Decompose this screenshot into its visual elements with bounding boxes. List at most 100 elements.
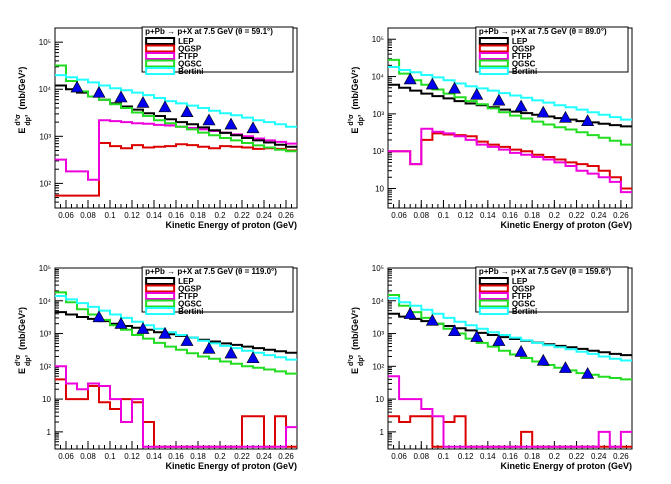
data-point <box>514 99 528 112</box>
legend-label-qgsc: QGSC <box>512 300 536 309</box>
y-tick-label: 10² <box>372 362 384 371</box>
x-tick-label: 0.14 <box>146 452 162 461</box>
y-axis-title-unit: (mb/GeV²) <box>17 67 27 110</box>
data-point <box>558 110 572 123</box>
x-tick-label: 0.24 <box>591 452 607 461</box>
x-tick-label: 0.14 <box>480 211 496 220</box>
legend-swatch-ftfp <box>145 52 176 60</box>
y-tick-label: 10⁵ <box>39 264 51 273</box>
x-axis-title: Kinetic Energy of proton (GeV) <box>500 220 632 230</box>
legend-label-bertini: Bertini <box>512 307 537 316</box>
y-tick-label: 10 <box>42 395 51 404</box>
data-point <box>136 95 150 108</box>
x-tick-label: 0.22 <box>569 452 585 461</box>
legend-label-bertini: Bertini <box>512 67 537 76</box>
data-point <box>224 346 238 359</box>
data-point <box>136 322 150 334</box>
legend-swatch-bertini <box>145 307 176 315</box>
x-axis-title: Kinetic Energy of proton (GeV) <box>165 461 297 471</box>
histogram-qgsp <box>55 142 297 197</box>
legend-title: p+Pb → p+X at 7.5 GeV (θ = 159.6°) <box>479 267 612 276</box>
data-point <box>403 72 417 85</box>
data-point <box>180 334 194 346</box>
y-tick-label: 10³ <box>39 330 51 339</box>
data-point <box>158 100 172 113</box>
legend: p+Pb → p+X at 7.5 GeV (θ = 59.1°)LEPQGSP… <box>141 26 294 76</box>
data-point <box>536 353 550 366</box>
legend-swatch-qgsc <box>145 59 176 68</box>
panel-1: 10² 10³ 10⁴ 10⁵ 0.06 0.08 0.1 0.12 0.14 0.16 0.18 0… <box>15 26 298 230</box>
data-point <box>114 317 128 329</box>
y-axis-title-e: E <box>17 128 27 134</box>
legend-swatch-lep <box>145 277 176 285</box>
panel-2: 10 10² 10³ 10⁴ 10⁵ 0.06 0.08 0.1 0.12 0.14 0.16 0.1… <box>348 26 633 230</box>
y-tick-label: 1 <box>380 428 385 437</box>
legend-swatch-bertini <box>145 67 176 75</box>
legend-swatch-ftfp <box>478 292 509 300</box>
y-tick-label: 10² <box>372 147 384 156</box>
y-axis-title-den: dp³ <box>25 354 32 366</box>
data-point <box>492 93 506 106</box>
legend-swatch-qgsp <box>145 284 176 293</box>
legend-label-ftfp: FTFP <box>512 52 533 61</box>
x-tick-label: 0.22 <box>234 452 250 461</box>
legend-label-lep: LEP <box>178 37 194 46</box>
legend-swatch-bertini <box>478 67 509 75</box>
legend-label-qgsp: QGSP <box>512 45 536 54</box>
y-tick-label: 10⁴ <box>39 297 52 306</box>
x-tick-label: 0.1 <box>104 211 116 220</box>
histogram-bertini <box>388 66 632 121</box>
panel-4: 1 10 10² 10³ 10⁴ 10⁵ 0.06 0.08 0.1 0.12 0.14 0.16 0.… <box>348 264 633 471</box>
legend-swatch-qgsc <box>478 299 509 308</box>
x-tick-label: 0.06 <box>391 211 407 220</box>
legend-label-ftfp: FTFP <box>512 292 533 301</box>
x-tick-label: 0.24 <box>591 211 607 220</box>
legend-label-qgsp: QGSP <box>178 285 202 294</box>
data-point <box>470 330 484 342</box>
data-point <box>246 121 260 134</box>
x-tick-label: 0.16 <box>168 452 184 461</box>
data-point <box>425 313 439 326</box>
legend: p+Pb → p+X at 7.5 GeV (θ = 159.6°)LEPQGS… <box>475 266 629 316</box>
legend-title: p+Pb → p+X at 7.5 GeV (θ = 119.0°) <box>145 267 277 276</box>
x-tick-label: 0.16 <box>502 452 518 461</box>
data-point <box>448 81 462 94</box>
x-tick-label: 0.26 <box>613 452 629 461</box>
x-tick-label: 0.12 <box>458 211 474 220</box>
y-tick-label: 10⁵ <box>372 264 384 273</box>
data-point <box>158 326 172 339</box>
data-point <box>558 361 572 373</box>
data-point <box>514 345 528 357</box>
legend-label-ftfp: FTFP <box>178 292 199 301</box>
legend-swatch-bertini <box>478 307 509 315</box>
x-tick-label: 0.06 <box>58 452 74 461</box>
data-point <box>425 77 439 90</box>
y-axis-title-den: dp³ <box>358 354 365 366</box>
x-tick-label: 0.2 <box>549 452 561 461</box>
x-tick-label: 0.16 <box>168 211 184 220</box>
y-tick-label: 10² <box>39 362 51 371</box>
x-tick-label: 0.26 <box>278 211 294 220</box>
legend-swatch-lep <box>478 277 509 285</box>
x-tick-label: 0.08 <box>413 211 429 220</box>
y-tick-label: 10³ <box>372 330 384 339</box>
histogram-bertini <box>388 297 632 362</box>
data-point <box>180 105 194 118</box>
y-tick-label: 10² <box>39 179 51 188</box>
x-tick-label: 0.08 <box>80 452 96 461</box>
x-tick-label: 0.18 <box>190 452 206 461</box>
x-axis-title: Kinetic Energy of proton (GeV) <box>500 461 632 471</box>
y-tick-label: 10⁴ <box>372 297 385 306</box>
legend-label-qgsp: QGSP <box>178 45 202 54</box>
data-point <box>92 85 106 98</box>
y-axis-title-num: d³σ <box>348 114 355 126</box>
legend: p+Pb → p+X at 7.5 GeV (θ = 89.0°)LEPQGSP… <box>475 26 629 76</box>
x-tick-label: 0.24 <box>256 452 272 461</box>
x-tick-label: 0.08 <box>80 211 96 220</box>
legend-label-ftfp: FTFP <box>178 52 199 61</box>
data-point <box>581 114 595 126</box>
y-axis-title-e: E <box>350 368 360 374</box>
